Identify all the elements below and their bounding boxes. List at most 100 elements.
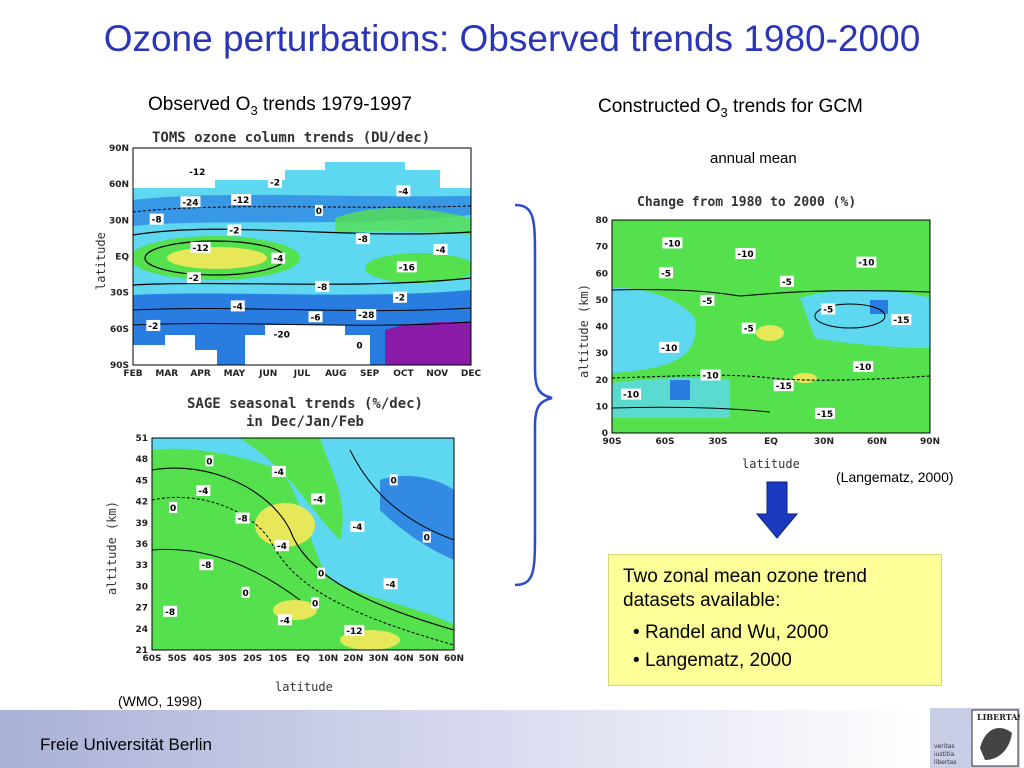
contour-label-bg [891, 314, 912, 326]
contour-label: 0 [206, 457, 212, 467]
y-tick-label: 50 [595, 296, 608, 306]
x-tick-label: 40N [394, 654, 414, 664]
gcm-chart-title: Change from 1980 to 2000 (%) [637, 195, 857, 210]
contour-label-bg [422, 531, 431, 543]
x-tick-label: 40S [193, 654, 212, 664]
toms-ylabel: latitude [95, 232, 108, 290]
contour-label: -5 [782, 278, 792, 288]
contour-label: -12 [233, 196, 249, 206]
contour-label: 0 [424, 534, 430, 544]
left-heading: Observed O3 trends 1979-1997 [148, 94, 412, 118]
contour-label-bg [821, 303, 836, 315]
sage-yticks: 51 48 45 42 39 36 33 30 27 24 21 [135, 434, 148, 656]
sage-frame [151, 437, 455, 651]
y-tick-label: 42 [135, 498, 148, 508]
x-tick-label: EQ [764, 437, 778, 447]
contour-label: -2 [270, 179, 280, 189]
x-tick-label: 60S [142, 654, 161, 664]
contour-label: -10 [737, 250, 753, 260]
contour-label: 0 [312, 599, 318, 609]
gcm-chart: altitude (km) latitude 80 70 60 50 40 30 20 10 0… [577, 216, 940, 471]
y-tick-label: 90S [110, 361, 129, 371]
gcm-yellow-2 [793, 373, 817, 383]
sage-contour-2 [152, 496, 454, 646]
contour-label: -28 [358, 311, 374, 321]
contour-label: -4 [273, 255, 283, 265]
contour-label: -10 [702, 371, 718, 381]
contour-label: 0 [390, 476, 396, 486]
toms-green-right-band [335, 207, 471, 235]
footer-university: Freie Universität Berlin [40, 735, 212, 754]
contour-label: -2 [395, 294, 405, 304]
contour-label-bg [396, 185, 411, 197]
contour-label-bg [433, 243, 448, 255]
y-tick-label: 51 [135, 434, 148, 444]
contour-label-bg [169, 501, 178, 513]
x-tick-label: SEP [360, 369, 380, 379]
gcm-yellow-1 [756, 325, 784, 341]
contour-label-bg [700, 294, 715, 306]
contour-label: -8 [238, 515, 248, 525]
contour-label-bg [389, 474, 398, 486]
wmo-citation: (WMO, 1998) [118, 693, 203, 709]
gcm-xlabel: latitude [742, 457, 800, 471]
university-logo: LIBERTAS veritas iustitia libertas [930, 708, 1020, 768]
contour-label: -4 [233, 302, 243, 312]
contour-label-bg [315, 280, 330, 292]
x-tick-label: 30N [368, 654, 388, 664]
contour-label-bg [396, 261, 417, 273]
contour-label: -16 [399, 263, 415, 273]
contour-label: -4 [313, 495, 323, 505]
sage-green-region [152, 448, 454, 650]
contour-label-bg [700, 369, 721, 381]
x-tick-label: 30N [814, 437, 834, 447]
contour-label-bg [277, 614, 292, 626]
sage-chart-title: SAGE seasonal trends (%/dec) in Dec/Jan/… [175, 395, 435, 431]
contour-label: 0 [356, 341, 362, 351]
contour-label: -15 [776, 382, 792, 392]
contour-label: -2 [189, 274, 199, 284]
contour-label: -12 [192, 244, 208, 254]
toms-xticks: FEB MAR APR MAY JUN JUL AUG SEP OCT NOV DEC [123, 369, 481, 379]
contour-label-bg [856, 256, 877, 268]
y-tick-label: 20 [595, 376, 608, 386]
y-tick-label: 0 [602, 429, 608, 439]
y-tick-label: 60 [595, 269, 608, 279]
logo-banner: LIBERTAS [977, 712, 1020, 722]
contour-label-bg [662, 237, 683, 249]
sage-blue-right [380, 475, 454, 560]
sage-contour-1 [152, 467, 454, 631]
sage-contour-4 [152, 548, 301, 601]
contour-label: -10 [623, 391, 639, 401]
x-tick-label: JUL [293, 369, 311, 379]
x-tick-label: 50N [419, 654, 439, 664]
contour-label-bg [163, 605, 178, 617]
x-tick-label: FEB [123, 369, 142, 379]
contour-label-bg [741, 322, 756, 334]
right-heading: Constructed O3 trends for GCM [598, 96, 863, 120]
y-tick-label: 30 [595, 349, 608, 359]
y-tick-label: 30 [135, 582, 148, 592]
contour-label-bg [314, 204, 323, 216]
contour-label: -10 [664, 239, 680, 249]
y-tick-label: 60N [109, 180, 129, 190]
sage-contour-labels: -4 0 0 -4 -4 -8 -12 -8 -4 -8 -4 0 0 -4 0 0 0 -4 [163, 455, 431, 637]
contour-label: -4 [436, 246, 446, 256]
contour-label-bg [231, 194, 252, 206]
x-tick-label: 90S [602, 437, 621, 447]
logo-line: iustitia [934, 751, 955, 758]
contour-label: -2 [229, 226, 239, 236]
gcm-blue-spot-right [870, 300, 888, 314]
contour-label: -4 [274, 468, 284, 478]
contour-label-bg [383, 578, 398, 590]
contour-label-bg [199, 559, 214, 571]
contour-label: -8 [165, 608, 175, 618]
x-tick-label: NOV [426, 369, 448, 379]
contour-label-bg [186, 272, 201, 284]
toms-yticks: 90N 60N 30N EQ 30S 60S 90S [109, 144, 129, 371]
toms-contour-6 [133, 321, 471, 326]
x-tick-label: 60N [444, 654, 464, 664]
y-tick-label: 27 [135, 604, 148, 614]
toms-chart-title: TOMS ozone column trends (DU/dec) [152, 130, 431, 146]
contour-label-bg [308, 311, 323, 323]
